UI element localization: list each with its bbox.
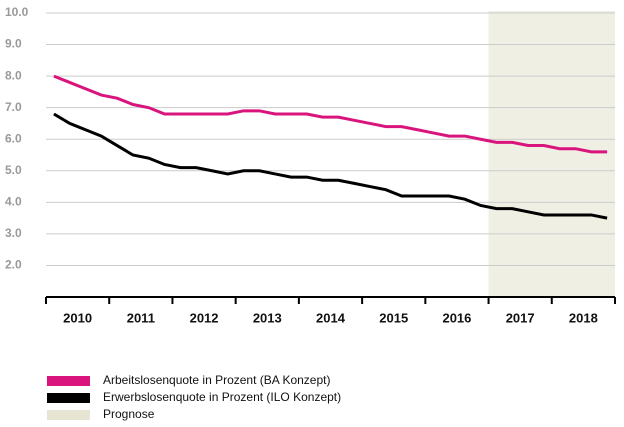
- forecast-area: [488, 11, 615, 297]
- y-tick-label: 4.0: [5, 195, 22, 209]
- y-tick-label: 10.0: [5, 5, 29, 19]
- y-tick-label: 8.0: [5, 68, 22, 82]
- legend-label: Prognose: [103, 407, 155, 421]
- x-tick-label: 2018: [569, 310, 598, 325]
- x-tick-label: 2012: [190, 310, 219, 325]
- y-tick-label: 6.0: [5, 131, 22, 145]
- legend-label: Arbeitslosenquote in Prozent (BA Konzept…: [103, 373, 330, 387]
- line: [53, 112, 608, 220]
- legend-swatch: [47, 376, 90, 386]
- x-tick-label: 2014: [316, 310, 346, 325]
- line: [53, 74, 608, 154]
- legend-swatch: [47, 393, 90, 403]
- legend-swatch: [47, 410, 90, 420]
- legend-label: Erwerbslosenquote in Prozent (ILO Konzep…: [103, 390, 341, 404]
- x-tick-label: 2010: [63, 310, 92, 325]
- x-tick-label: 2013: [253, 310, 282, 325]
- y-tick-label: 2.0: [5, 258, 22, 272]
- x-tick-label: 2016: [442, 310, 471, 325]
- y-tick-label: 7.0: [5, 100, 22, 114]
- x-tick-label: 2017: [506, 310, 535, 325]
- y-tick-label: 3.0: [5, 226, 22, 240]
- y-tick-label: 9.0: [5, 37, 22, 51]
- x-tick-label: 2015: [379, 310, 408, 325]
- y-tick-label: 5.0: [5, 163, 22, 177]
- x-tick-label: 2011: [127, 310, 155, 325]
